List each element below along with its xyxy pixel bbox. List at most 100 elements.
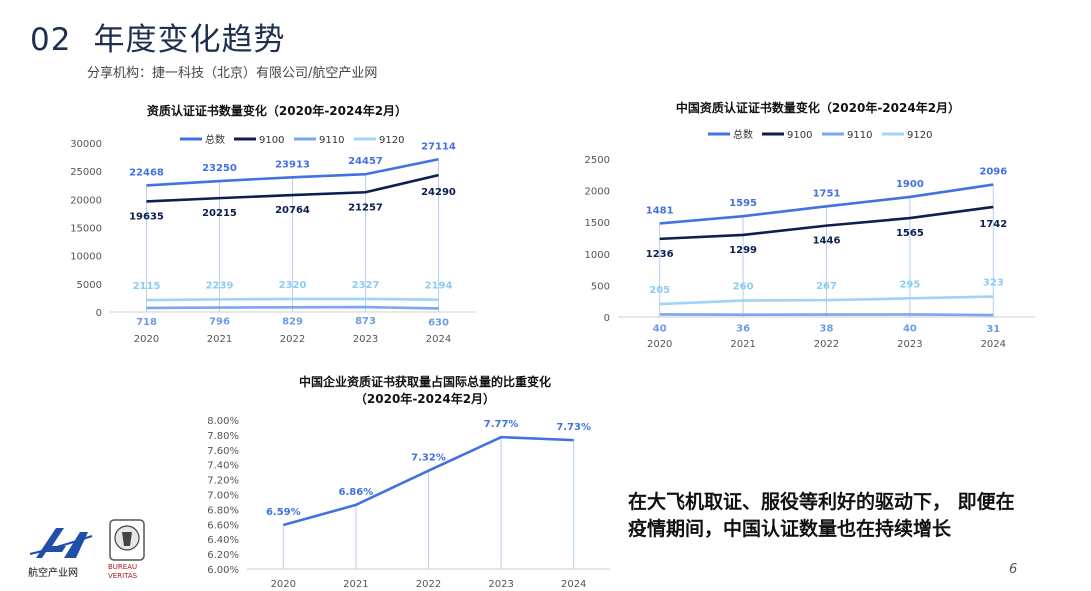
data-label: 21257 [348,202,383,213]
data-label: 40 [903,323,917,334]
series-line-总数 [146,157,439,187]
data-label: 6.86% [339,487,374,498]
data-label: 2194 [425,281,453,292]
x-tick-label: 2020 [134,334,159,345]
callout-line-2: 疫情期间，中国认证数量也在持续增长 [628,518,952,540]
x-tick-label: 2023 [488,579,513,590]
data-label: 38 [820,324,834,335]
x-tick-label: 2024 [426,334,451,345]
chart-title: 资质认证证书数量变化（2020年-2024年2月） [147,103,407,118]
legend-label-3: 9120 [907,130,932,141]
data-label: 2115 [133,281,161,292]
y-tick-label: 30000 [70,139,102,150]
y-tick-label: 10000 [70,252,102,263]
y-tick-label: 6.00% [207,565,239,576]
data-label: 718 [136,317,157,328]
data-label: 24290 [421,187,456,198]
chart-china-certificates-svg: 中国资质认证证书数量变化（2020年-2024年2月） 总数 9100 9110 912… [585,100,1035,350]
data-label: 1446 [813,236,841,247]
callout-text: 在大飞机取证、服役等利好的驱动下， 即便在 疫情期间，中国认证数量也在持续增长 [628,489,1068,543]
legend-label-2: 9110 [319,135,344,146]
data-label: 260 [733,282,754,293]
data-label: 1565 [896,228,924,239]
x-tick-label: 2023 [897,339,922,350]
x-tick-label: 2023 [353,334,378,345]
data-label: 31 [986,324,1000,335]
data-label: 323 [983,278,1004,289]
x-tick-label: 2022 [814,339,839,350]
series-line-9120 [659,295,994,306]
callout-line-1: 在大飞机取证、服役等利好的驱动下， 即便在 [628,491,1015,513]
data-label: 630 [428,317,449,328]
x-tick-label: 2022 [280,334,305,345]
data-label: 1900 [896,179,924,190]
y-tick-label: 8.00% [207,416,239,427]
y-tick-label: 7.00% [207,491,239,502]
data-label: 22468 [129,167,164,178]
y-tick-label: 1000 [585,250,610,261]
y-tick-label: 7.40% [207,461,239,472]
data-label: 36 [736,324,750,335]
y-tick-label: 2000 [585,187,610,198]
data-label: 1481 [646,205,674,216]
data-label: 1236 [646,249,674,260]
data-label: 829 [282,316,303,327]
data-label: 23250 [202,163,237,174]
y-tick-label: 6.40% [207,535,239,546]
legend-label-1: 9100 [259,135,284,146]
x-tick-label: 2024 [981,339,1006,350]
y-tick-label: 6.60% [207,520,239,531]
data-label: 2096 [979,167,1007,178]
series-line-9120 [146,297,439,302]
y-tick-label: 20000 [70,195,102,206]
data-label: 2327 [352,280,380,291]
y-tick-label: 0 [96,308,102,319]
data-label: 1595 [729,198,757,209]
data-label: 267 [816,281,837,292]
chart-title: 中国资质认证证书数量变化（2020年-2024年2月） [676,100,960,115]
x-tick-label: 2022 [416,579,441,590]
y-tick-label: 7.20% [207,476,239,487]
x-tick-label: 2020 [647,339,672,350]
y-tick-label: 2500 [585,155,610,166]
series-line-9110 [146,305,439,310]
legend-label-2: 9110 [847,130,872,141]
bureau-veritas-text-2: VERITAS [108,572,138,580]
bureau-veritas-logo: BUREAU VERITAS [108,519,145,580]
y-tick-label: 6.20% [207,550,239,561]
data-label: 205 [649,285,670,296]
chart-title-line-1: 中国企业资质证书获取量占国际总量的比重变化 [299,374,551,389]
legend-label-0: 总数 [733,128,753,141]
data-label: 7.32% [411,453,446,464]
source-note: 分享机构：捷一科技（北京）有限公司/航空产业网 [87,66,378,81]
legend-label-0: 总数 [205,133,225,146]
data-label: 2239 [206,280,234,291]
legend-label-1: 9100 [787,130,812,141]
y-tick-label: 500 [591,281,610,292]
y-tick-label: 0 [604,313,610,324]
data-label: 20215 [202,208,237,219]
y-tick-label: 1500 [585,218,610,229]
chart-china-share-svg: 中国企业资质证书获取量占国际总量的比重变化 （2020年-2024年2月） 6.00… [207,374,610,590]
data-label: 23913 [275,159,310,170]
y-tick-label: 7.60% [207,446,239,457]
data-label: 6.59% [266,507,301,518]
y-tick-label: 6.80% [207,505,239,516]
data-label: 19635 [129,211,164,222]
data-label: 20764 [275,205,310,216]
chart-title-line-2: （2020年-2024年2月） [355,391,495,406]
page-title: 02 年度变化趋势 [30,14,285,59]
bureau-veritas-text-1: BUREAU [108,563,137,571]
data-label: 1742 [979,219,1007,230]
data-label: 24457 [348,156,383,167]
chart-global-certificates: 资质认证证书数量变化（2020年-2024年2月） 总数 9100 9110 9120 0… [60,98,480,353]
data-label: 873 [355,316,376,327]
aviation-network-logo: 航空产业网 [28,528,93,579]
series-line-9100 [146,173,439,203]
chart-china-certificates: 中国资质认证证书数量变化（2020年-2024年2月） 总数 9100 9110 912… [580,96,1050,351]
data-label: 7.77% [484,419,519,430]
data-label: 2320 [279,280,307,291]
y-tick-label: 5000 [77,280,102,291]
series-line-9100 [659,205,994,241]
data-label: 295 [899,279,920,290]
